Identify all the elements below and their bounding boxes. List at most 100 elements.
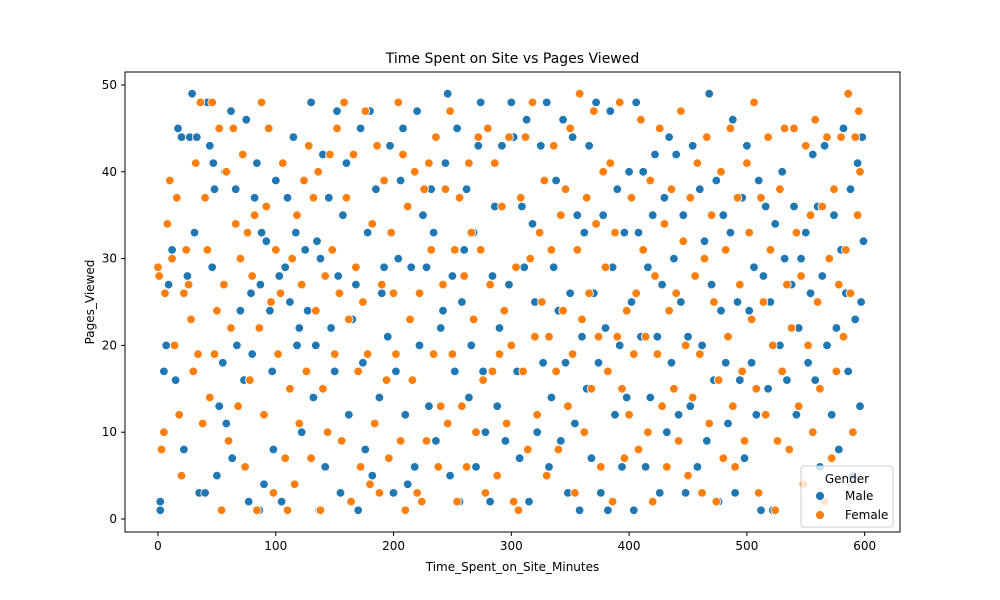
- data-point-female: [567, 349, 578, 359]
- data-point-male: [688, 141, 698, 151]
- data-point-female: [426, 245, 436, 255]
- data-point-female: [572, 245, 583, 255]
- data-point-female: [466, 227, 477, 238]
- data-point-female: [454, 193, 465, 203]
- data-point-male: [617, 462, 627, 472]
- data-point-male: [829, 210, 839, 220]
- data-point-female: [391, 349, 401, 359]
- data-point-female: [735, 279, 745, 290]
- legend-box: [800, 465, 894, 528]
- y-tick-label: 50: [102, 78, 117, 92]
- data-point-male: [834, 444, 844, 455]
- data-point-female: [803, 340, 813, 351]
- data-point-male: [711, 175, 722, 186]
- data-point-male: [551, 175, 561, 186]
- data-point-female: [238, 149, 248, 160]
- data-point-male: [655, 488, 665, 498]
- data-point-female: [765, 245, 776, 255]
- data-point-female: [680, 340, 691, 351]
- data-point-male: [163, 279, 174, 290]
- data-point-female: [216, 505, 227, 516]
- data-point-male: [517, 201, 527, 212]
- data-point-male: [440, 158, 451, 168]
- data-point-female: [247, 271, 257, 281]
- data-point-female: [586, 384, 597, 394]
- data-point-female: [570, 488, 580, 498]
- data-point-male: [379, 262, 389, 273]
- data-point-male: [856, 297, 866, 307]
- data-point-female: [834, 279, 844, 290]
- data-point-male: [241, 114, 252, 125]
- data-point-female: [673, 436, 684, 446]
- data-point-female: [332, 123, 342, 134]
- data-point-female: [403, 201, 413, 212]
- data-point-female: [737, 366, 747, 377]
- data-point-female: [410, 167, 420, 177]
- data-point-male: [572, 210, 583, 220]
- data-point-male: [393, 253, 404, 264]
- data-point-male: [256, 227, 267, 238]
- data-point-male: [385, 141, 395, 151]
- data-point-male: [852, 158, 863, 168]
- data-point-female: [254, 323, 264, 333]
- data-point-female: [249, 210, 260, 220]
- data-point-male: [494, 323, 505, 333]
- data-point-female: [304, 141, 314, 151]
- data-point-female: [690, 271, 700, 281]
- data-point-female: [685, 193, 696, 203]
- data-point-male: [805, 288, 816, 299]
- data-point-male: [207, 262, 217, 273]
- data-point-female: [768, 340, 778, 351]
- data-point-female: [344, 314, 354, 325]
- data-point-female: [299, 175, 309, 186]
- data-point-male: [845, 184, 856, 194]
- data-point-male: [161, 340, 171, 351]
- data-point-male: [662, 427, 672, 437]
- data-point-male: [476, 97, 486, 108]
- data-point-male: [485, 496, 495, 507]
- data-point-female: [445, 106, 455, 116]
- data-point-male: [170, 375, 181, 385]
- data-point-male: [341, 158, 352, 168]
- data-point-male: [574, 505, 585, 516]
- data-point-male: [410, 462, 420, 472]
- data-point-male: [718, 210, 729, 220]
- data-point-male: [459, 245, 469, 255]
- data-point-female: [789, 123, 799, 134]
- data-point-female: [659, 219, 670, 229]
- data-point-male: [596, 488, 606, 498]
- data-point-male: [598, 210, 608, 220]
- data-point-male: [436, 323, 446, 333]
- data-point-female: [777, 366, 787, 377]
- data-point-male: [685, 401, 696, 411]
- data-point-male: [200, 488, 210, 498]
- data-point-male: [544, 462, 554, 472]
- data-point-female: [428, 349, 439, 359]
- data-point-female: [671, 288, 681, 299]
- data-point-male: [730, 488, 740, 498]
- data-point-male: [678, 210, 689, 220]
- data-point-female: [348, 149, 359, 160]
- data-point-female: [509, 496, 519, 507]
- data-point-female: [676, 106, 686, 116]
- data-point-male: [221, 418, 232, 429]
- data-point-female: [219, 279, 229, 290]
- data-point-male: [226, 106, 236, 116]
- data-point-female: [318, 384, 328, 394]
- data-point-female: [812, 297, 823, 307]
- data-point-male: [391, 366, 401, 377]
- data-point-male: [542, 97, 552, 108]
- data-point-female: [341, 193, 352, 203]
- data-point-male: [650, 149, 660, 160]
- data-point-male: [704, 88, 714, 99]
- data-point-female: [810, 114, 820, 125]
- data-point-female: [553, 444, 564, 455]
- data-point-male: [565, 288, 575, 299]
- data-point-male: [791, 410, 802, 420]
- data-point-female: [596, 462, 606, 472]
- data-point-female: [377, 279, 387, 290]
- data-point-male: [591, 97, 601, 108]
- data-point-male: [294, 323, 305, 333]
- data-point-male: [751, 410, 762, 420]
- data-point-male: [643, 262, 653, 273]
